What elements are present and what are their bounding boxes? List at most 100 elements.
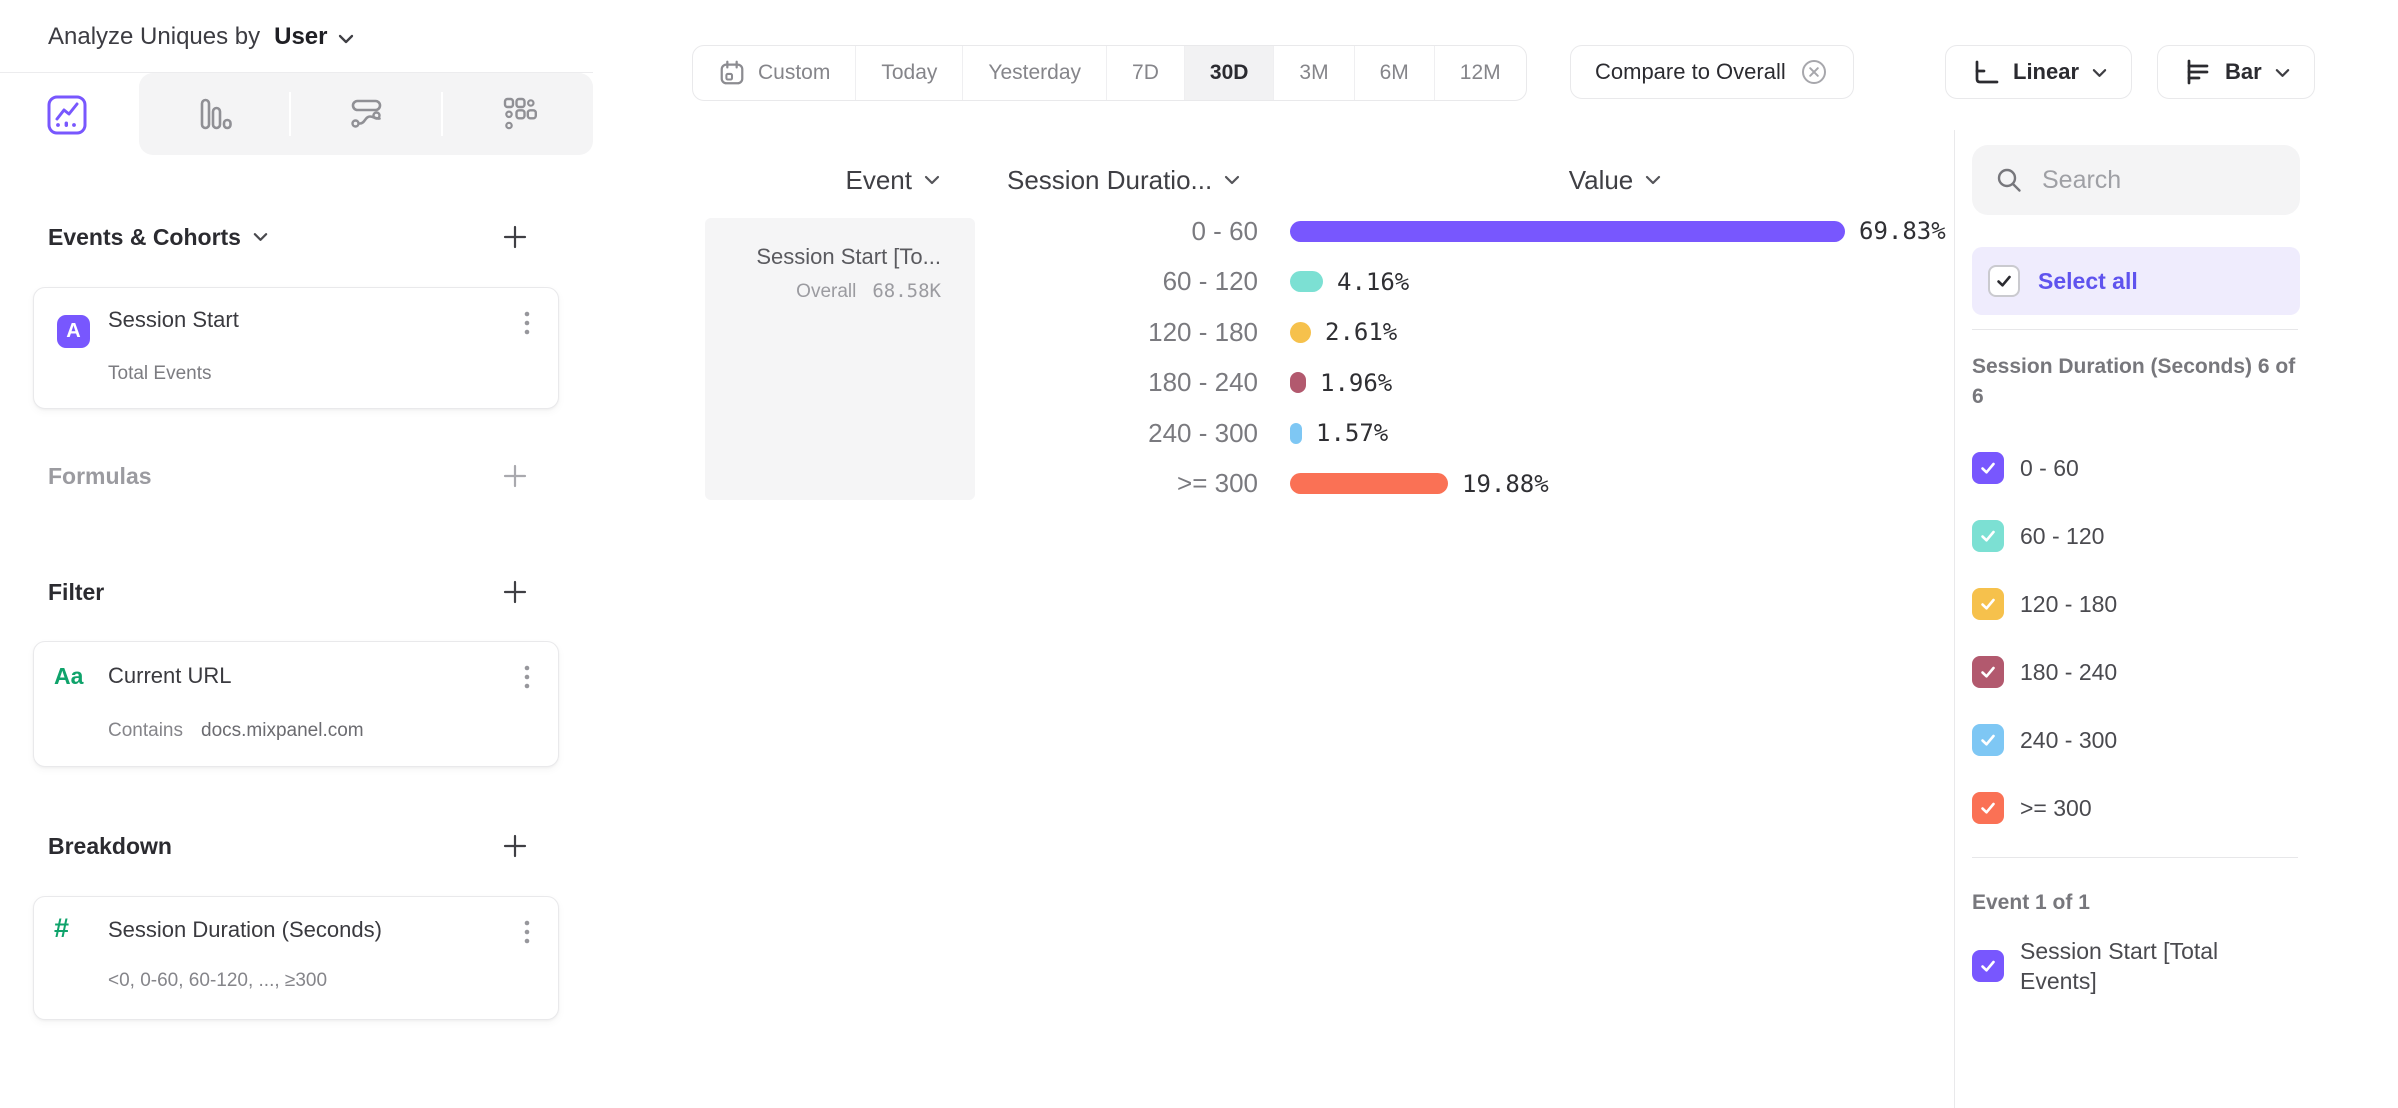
chart-row: >= 300 19.88% bbox=[993, 459, 1953, 510]
value-bar[interactable] bbox=[1290, 220, 1845, 242]
event-card-menu-button[interactable] bbox=[512, 304, 542, 342]
bucket-checkbox[interactable] bbox=[1972, 588, 2004, 620]
filter-card-menu-button[interactable] bbox=[512, 658, 542, 696]
view-tab-strip bbox=[139, 73, 593, 155]
legend-search[interactable] bbox=[1972, 145, 2300, 215]
date-range-picker: Custom Today Yesterday 7D 30D 3M 6M 12M bbox=[692, 45, 1527, 101]
check-icon bbox=[1981, 666, 1995, 678]
formulas-title: Formulas bbox=[48, 462, 152, 489]
breakdown-group-label: Session Duration (Seconds) 6 of 6 bbox=[1972, 355, 2296, 408]
insights-line-chart-icon bbox=[47, 95, 87, 135]
breakdown-card-session-duration[interactable]: # Session Duration (Seconds) <0, 0-60, 6… bbox=[33, 896, 559, 1020]
tab-bar-view[interactable] bbox=[139, 73, 289, 155]
analysis-type-label: Analyze Uniques by bbox=[48, 23, 261, 50]
bar-chart-icon bbox=[200, 98, 232, 130]
column-header-value[interactable]: Value bbox=[1530, 163, 1700, 197]
date-range-12m[interactable]: 12M bbox=[1435, 46, 1526, 100]
plus-icon bbox=[503, 834, 527, 858]
value-bar[interactable] bbox=[1290, 271, 1323, 293]
value-bar[interactable] bbox=[1290, 372, 1306, 394]
select-all-row[interactable]: Select all bbox=[1972, 247, 2300, 315]
chart-row: 120 - 180 2.61% bbox=[993, 307, 1953, 358]
add-filter-button[interactable] bbox=[499, 576, 531, 608]
legend-item[interactable]: 180 - 240 bbox=[1972, 638, 2298, 706]
filter-section-header: Filter bbox=[48, 577, 104, 607]
bucket-label: 240 - 300 bbox=[1148, 417, 1258, 448]
chevron-down-icon bbox=[338, 34, 353, 43]
events-section-header[interactable]: Events & Cohorts bbox=[48, 222, 268, 252]
date-range-30d[interactable]: 30D bbox=[1184, 46, 1275, 100]
breakdown-card-title: Session Duration (Seconds) bbox=[108, 917, 382, 942]
legend-item[interactable]: 0 - 60 bbox=[1972, 434, 2298, 502]
breakdown-card-menu-button[interactable] bbox=[512, 913, 542, 951]
bucket-checkbox[interactable] bbox=[1972, 724, 2004, 756]
chart-type-dropdown[interactable]: Bar bbox=[2157, 45, 2315, 99]
overall-value: 68.58K bbox=[872, 280, 941, 302]
select-all-checkbox[interactable] bbox=[1988, 265, 2020, 297]
check-icon bbox=[1981, 462, 1995, 474]
add-event-button[interactable] bbox=[499, 221, 531, 253]
numeric-property-icon: # bbox=[54, 913, 70, 943]
remove-compare-icon[interactable] bbox=[1799, 57, 1829, 87]
chevron-down-icon bbox=[2275, 69, 2289, 77]
legend-divider-2 bbox=[1972, 857, 2298, 858]
add-formula-button[interactable] bbox=[499, 460, 531, 492]
date-range-7d[interactable]: 7D bbox=[1107, 46, 1185, 100]
entity-dropdown[interactable]: User bbox=[274, 23, 353, 51]
date-range-label: Yesterday bbox=[988, 61, 1082, 84]
chart-type-value: Bar bbox=[2225, 59, 2262, 84]
chevron-down-icon bbox=[253, 233, 268, 241]
chevron-down-icon bbox=[1646, 175, 1661, 185]
legend-item[interactable]: >= 300 bbox=[1972, 774, 2298, 842]
filter-card-current-url[interactable]: Aa Current URL Contains docs.mixpanel.co… bbox=[33, 641, 559, 767]
search-input[interactable] bbox=[2040, 164, 2274, 196]
value-label: 4.16% bbox=[1337, 267, 1410, 296]
legend-item[interactable]: 60 - 120 bbox=[1972, 502, 2298, 570]
filter-operator: Contains bbox=[108, 720, 183, 741]
kebab-icon bbox=[524, 311, 530, 335]
date-range-3m[interactable]: 3M bbox=[1274, 46, 1355, 100]
scale-dropdown[interactable]: Linear bbox=[1945, 45, 2133, 99]
value-bar[interactable] bbox=[1290, 473, 1448, 495]
legend-item[interactable]: 240 - 300 bbox=[1972, 706, 2298, 774]
date-range-label: 12M bbox=[1459, 61, 1501, 84]
bucket-checkbox[interactable] bbox=[1972, 792, 2004, 824]
bucket-legend-label: 0 - 60 bbox=[2020, 455, 2079, 481]
legend-item[interactable]: 120 - 180 bbox=[1972, 570, 2298, 638]
date-range-6m[interactable]: 6M bbox=[1355, 46, 1435, 100]
date-range-yesterday[interactable]: Yesterday bbox=[963, 46, 1108, 100]
value-label: 1.96% bbox=[1320, 368, 1393, 397]
tab-separator bbox=[441, 92, 443, 136]
check-icon bbox=[1997, 275, 2011, 287]
value-label: 69.83% bbox=[1859, 217, 1946, 246]
tab-insights[interactable] bbox=[44, 92, 90, 138]
column-header-event[interactable]: Event bbox=[760, 163, 940, 197]
value-bar[interactable] bbox=[1290, 422, 1302, 444]
legend-item-event[interactable]: Session Start [Total Events] bbox=[1972, 936, 2270, 996]
tab-retention[interactable] bbox=[443, 73, 593, 155]
compare-to-overall-button[interactable]: Compare to Overall bbox=[1570, 45, 1854, 99]
check-icon bbox=[1981, 530, 1995, 542]
horizontal-bar-chart-icon bbox=[2187, 59, 2209, 85]
value-bar[interactable] bbox=[1290, 321, 1311, 343]
search-icon bbox=[1997, 168, 2021, 192]
bucket-legend-label: 120 - 180 bbox=[2020, 591, 2118, 617]
check-icon bbox=[1981, 802, 1995, 814]
event-cell-session-start[interactable]: Session Start [To... Overall 68.58K bbox=[705, 218, 975, 500]
tab-separator bbox=[289, 92, 291, 136]
date-range-custom[interactable]: Custom bbox=[693, 46, 857, 100]
date-range-today[interactable]: Today bbox=[856, 46, 964, 100]
bucket-checkbox[interactable] bbox=[1972, 452, 2004, 484]
retention-grid-icon bbox=[503, 97, 537, 130]
bucket-legend-label: 240 - 300 bbox=[2020, 727, 2118, 753]
event-checkbox[interactable] bbox=[1972, 950, 2004, 982]
add-breakdown-button[interactable] bbox=[499, 830, 531, 862]
event-card-session-start[interactable]: A Session Start Total Events bbox=[33, 287, 559, 409]
bucket-checkbox[interactable] bbox=[1972, 656, 2004, 688]
tab-flows[interactable] bbox=[291, 73, 441, 155]
plus-icon bbox=[503, 225, 527, 249]
bucket-legend-label: 180 - 240 bbox=[2020, 659, 2118, 685]
scale-value: Linear bbox=[2013, 59, 2080, 84]
column-header-breakdown[interactable]: Session Duratio... bbox=[1007, 163, 1240, 197]
bucket-checkbox[interactable] bbox=[1972, 520, 2004, 552]
